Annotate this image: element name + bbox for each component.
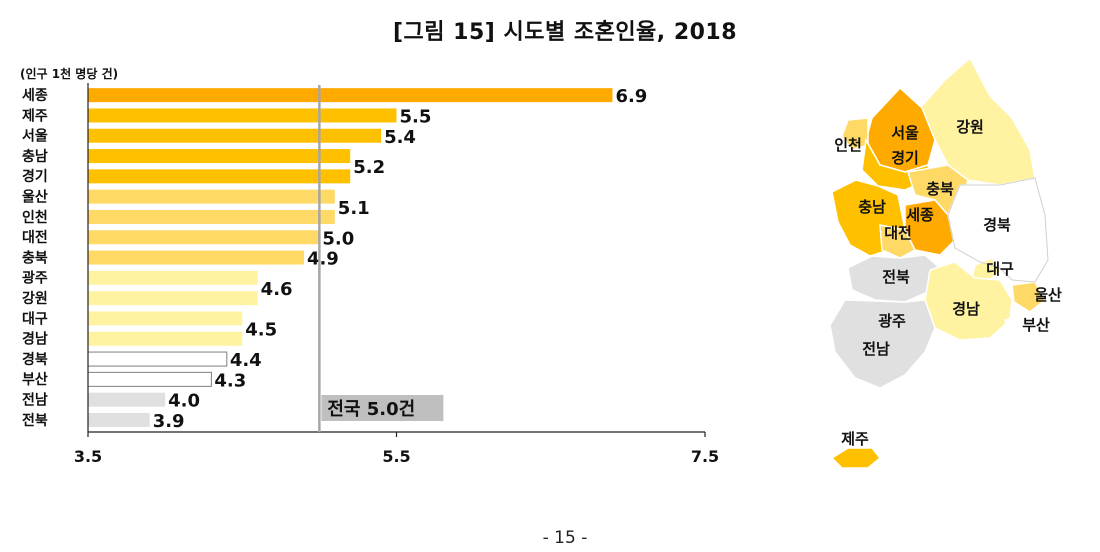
x-tick-label: 7.5 xyxy=(691,447,719,466)
bar-충남 xyxy=(88,149,351,164)
value-label: 4.0 xyxy=(168,391,200,412)
value-label: 4.4 xyxy=(230,350,262,371)
bar-서울 xyxy=(88,128,382,143)
map-region-제주 xyxy=(830,447,882,469)
category-label: 충남 xyxy=(22,148,48,165)
bar-인천 xyxy=(88,209,335,224)
category-label: 경기 xyxy=(22,168,48,185)
map-label-인천: 인천 xyxy=(834,136,862,154)
value-label: 5.4 xyxy=(384,127,416,148)
value-label: 5.0 xyxy=(322,228,354,249)
category-label: 전북 xyxy=(22,412,48,429)
category-label: 서울 xyxy=(22,128,48,145)
unit-label: (인구 1천 명당 건) xyxy=(20,66,118,81)
page-number: - 15 - xyxy=(542,528,588,548)
value-label: 4.5 xyxy=(245,320,277,341)
map-label-울산: 울산 xyxy=(1034,286,1062,304)
map-label-경기: 경기 xyxy=(891,149,919,167)
map-region-울산 xyxy=(1011,281,1046,313)
map-label-강원: 강원 xyxy=(956,118,984,136)
bar-경남 xyxy=(88,331,243,346)
bar-경기 xyxy=(88,169,351,184)
category-label: 부산 xyxy=(22,371,48,388)
map-region-인천 xyxy=(841,117,869,151)
map-label-충남: 충남 xyxy=(858,198,886,216)
map-label-대전: 대전 xyxy=(884,224,912,242)
category-label: 울산 xyxy=(22,189,48,206)
national-average-label: 전국 5.0건 xyxy=(327,399,415,420)
category-label: 제주 xyxy=(22,108,48,124)
bar-전남 xyxy=(88,392,166,407)
bar-강원 xyxy=(88,291,258,306)
value-label: 6.9 xyxy=(615,86,647,107)
category-label: 광주 xyxy=(22,270,48,287)
bar-대전 xyxy=(88,230,320,245)
map-label-서울: 서울 xyxy=(891,124,919,142)
category-label: 강원 xyxy=(22,290,48,307)
map-region-부산 xyxy=(1004,314,1023,338)
bar-광주 xyxy=(88,270,258,285)
category-label: 경북 xyxy=(22,351,48,368)
category-label: 세종 xyxy=(22,88,48,104)
bar-전북 xyxy=(88,412,150,427)
map-label-세종: 세종 xyxy=(906,206,934,224)
map-label-부산: 부산 xyxy=(1022,316,1050,334)
map-label-경남: 경남 xyxy=(952,300,980,318)
category-label: 충북 xyxy=(22,250,48,266)
bar-울산 xyxy=(88,189,335,204)
map-region-대전 xyxy=(879,224,916,259)
map-label-대구: 대구 xyxy=(986,260,1014,278)
value-label: 5.2 xyxy=(353,157,385,178)
bar-세종 xyxy=(88,88,613,103)
value-label: 4.3 xyxy=(214,370,246,391)
value-label: 5.1 xyxy=(338,198,370,219)
bar-경북 xyxy=(87,351,228,367)
national-average-box xyxy=(321,395,444,421)
bar-제주 xyxy=(88,108,397,123)
map-region-outline xyxy=(947,177,1049,283)
category-label: 인천 xyxy=(22,209,48,226)
x-tick-label: 3.5 xyxy=(74,447,102,466)
category-label: 경남 xyxy=(22,331,48,348)
map-label-전남: 전남 xyxy=(862,340,890,358)
map-label-충북: 충북 xyxy=(926,180,954,198)
value-label: 5.5 xyxy=(400,106,432,127)
map-label-광주: 광주 xyxy=(878,312,906,330)
category-label: 대구 xyxy=(22,311,48,327)
bar-충북 xyxy=(88,250,304,265)
x-tick-label: 5.5 xyxy=(382,447,410,466)
chart-title: [그림 15] 시도별 조혼인율, 2018 xyxy=(392,20,738,45)
map-region-전남 xyxy=(829,299,936,389)
map-label-전북: 전북 xyxy=(882,268,910,286)
value-label: 3.9 xyxy=(153,411,185,432)
map-region-강원 xyxy=(919,56,1036,186)
map-label-경북: 경북 xyxy=(983,216,1011,234)
bar-대구 xyxy=(88,311,243,326)
category-label: 대전 xyxy=(22,229,48,246)
value-label: 4.6 xyxy=(261,279,293,300)
value-label: 4.9 xyxy=(307,249,339,270)
map-label-제주: 제주 xyxy=(841,430,869,448)
category-label: 전남 xyxy=(22,392,48,409)
bar-부산 xyxy=(87,371,212,387)
